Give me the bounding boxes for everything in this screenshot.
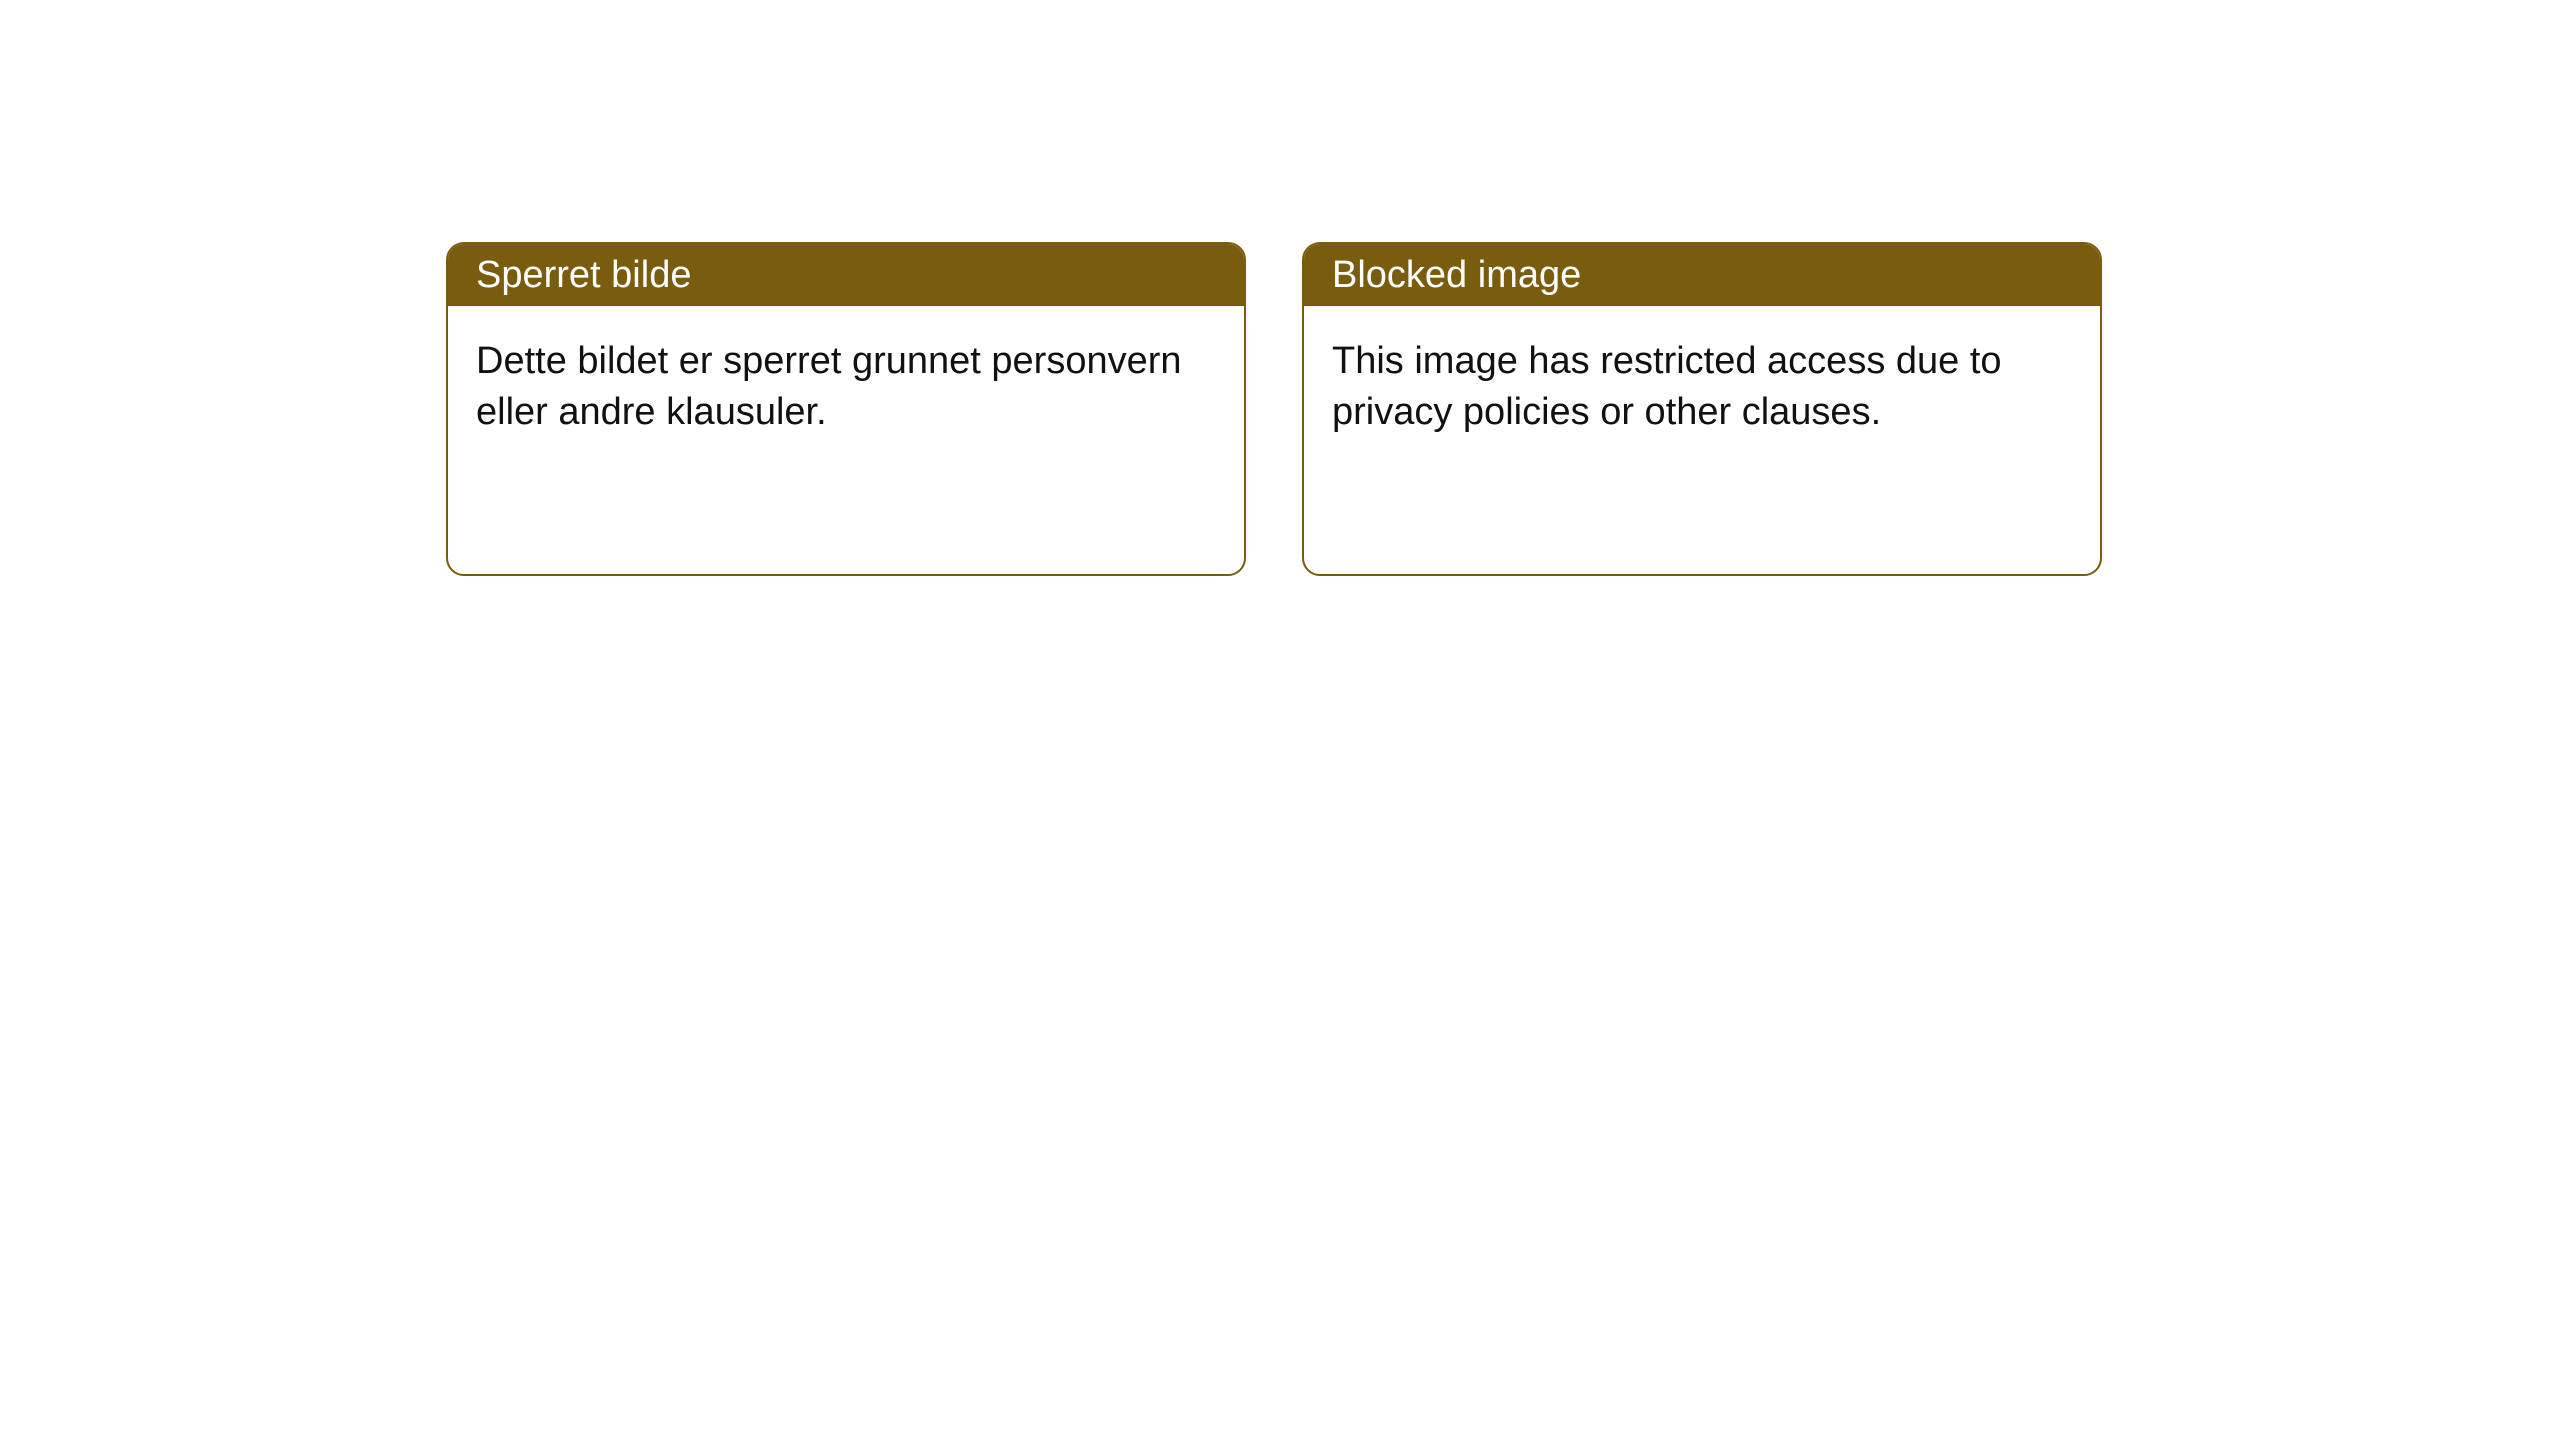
- notice-header: Sperret bilde: [448, 244, 1244, 306]
- notice-card-english: Blocked image This image has restricted …: [1302, 242, 2102, 576]
- notice-body: Dette bildet er sperret grunnet personve…: [448, 306, 1244, 469]
- notice-card-norwegian: Sperret bilde Dette bildet er sperret gr…: [446, 242, 1246, 576]
- notice-body-text: This image has restricted access due to …: [1332, 340, 2002, 433]
- notice-container: Sperret bilde Dette bildet er sperret gr…: [0, 0, 2560, 576]
- notice-body-text: Dette bildet er sperret grunnet personve…: [476, 340, 1182, 433]
- notice-title: Blocked image: [1332, 254, 1581, 297]
- notice-header: Blocked image: [1304, 244, 2100, 306]
- notice-body: This image has restricted access due to …: [1304, 306, 2100, 469]
- notice-title: Sperret bilde: [476, 254, 691, 297]
